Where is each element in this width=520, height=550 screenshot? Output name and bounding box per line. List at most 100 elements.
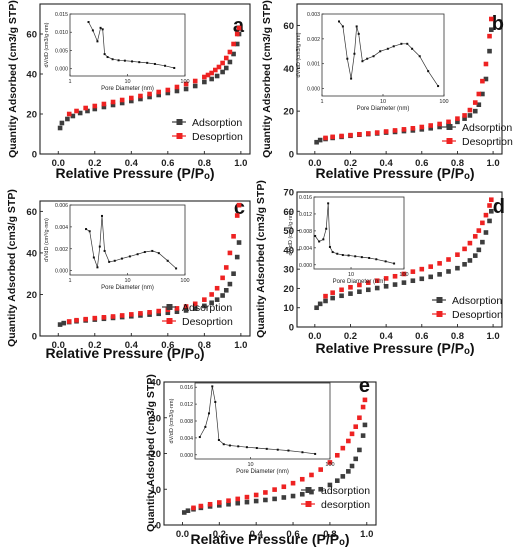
data-point-adsorption: [174, 309, 180, 314]
data-point-adsorption: [110, 102, 116, 108]
panel-letter: b: [492, 13, 504, 35]
data-point-adsorption: [467, 113, 473, 118]
x-tick-label: 0.0: [52, 340, 65, 351]
inset-y-tick-label: 0.002: [307, 37, 320, 43]
data-point-desorption: [299, 476, 305, 482]
x-tick-label: 0.0: [176, 529, 189, 540]
legend-label: Desoprtion: [182, 316, 233, 328]
data-point-desorption: [101, 101, 107, 107]
inset-x-tick-label: 100: [325, 462, 334, 468]
data-point-adsorption: [227, 281, 233, 287]
data-point-desorption: [467, 107, 473, 113]
y-tick-label: 60: [283, 21, 294, 32]
x-tick-label: 0.4: [125, 340, 139, 351]
data-point-desorption: [401, 271, 407, 277]
inset-point: [113, 259, 116, 262]
data-point-desorption: [207, 501, 213, 507]
panel-letter: d: [493, 196, 505, 218]
data-point-adsorption: [209, 300, 214, 306]
data-point-desorption: [66, 111, 72, 117]
inset-y-tick-label: 0.016: [299, 195, 312, 201]
data-point-adsorption: [138, 96, 143, 102]
data-point-adsorption: [231, 51, 236, 57]
data-point-adsorption: [223, 65, 229, 71]
y-tick-label: 20: [150, 449, 161, 460]
inset-point: [211, 385, 214, 388]
y-axis-label: Quantity Adsorbed (cm3/g STP): [255, 180, 267, 338]
inset-x-axis-label: Pore Diameter (nm): [101, 285, 154, 291]
inset-point: [88, 230, 91, 233]
chart-panel-b: 0.0 0.2 0.4 0.6 0.8 1.0 0 20 40 60 Relative Pressu…: [261, 0, 513, 181]
inset-point: [92, 256, 95, 259]
data-point-desorption: [410, 125, 416, 131]
data-point-adsorption: [272, 496, 277, 502]
y-tick-label: 0: [289, 150, 294, 161]
data-point-desorption: [110, 314, 116, 319]
legend-label: adsorption: [321, 485, 370, 497]
inset-x-tick-label: 1: [68, 79, 71, 85]
data-point-adsorption: [223, 288, 229, 293]
inset-point: [108, 260, 111, 263]
y-tick-label: 0: [32, 150, 37, 161]
data-point-desorption: [191, 505, 196, 511]
data-point-adsorption: [214, 297, 220, 302]
data-point-desorption: [119, 313, 125, 318]
data-point-adsorption: [220, 69, 225, 75]
data-point-desorption: [419, 266, 425, 272]
data-point-adsorption: [467, 258, 473, 263]
inset-point: [331, 251, 334, 254]
x-tick-label: 0.0: [308, 331, 321, 342]
inset-point: [245, 446, 248, 449]
data-point-adsorption: [314, 305, 319, 311]
data-point-desorption: [192, 301, 198, 307]
x-axis-label: Relative Pressure (P/Pₒ): [315, 340, 474, 356]
inset-point: [120, 257, 123, 260]
data-point-desorption: [198, 503, 204, 509]
data-point-adsorption: [428, 125, 433, 131]
data-point-desorption: [92, 103, 98, 109]
inset-point: [384, 260, 387, 263]
plot-frame: [39, 3, 251, 155]
data-point-adsorption: [339, 293, 344, 299]
inset-point: [346, 57, 349, 60]
data-point-adsorption: [476, 247, 482, 253]
data-point-adsorption: [472, 253, 478, 258]
data-point-adsorption: [455, 265, 460, 271]
legend-marker: [446, 124, 453, 130]
data-point-desorption: [339, 287, 344, 293]
data-point-desorption: [334, 452, 340, 458]
data-point-adsorption: [419, 127, 425, 132]
inset-x-tick-label: 1: [320, 99, 323, 105]
data-point-desorption: [392, 273, 398, 279]
x-tick-label: 0.8: [198, 158, 211, 169]
inset-y-tick-label: 0.000: [55, 269, 68, 275]
data-point-adsorption: [70, 113, 76, 119]
x-tick-label: 0.2: [213, 529, 226, 540]
inset-y-tick-label: 0.004: [55, 225, 68, 231]
data-point-desorption: [353, 424, 359, 429]
data-point-adsorption: [366, 287, 371, 293]
data-point-adsorption: [437, 272, 442, 277]
data-point-desorption: [183, 81, 189, 87]
inset-point: [237, 445, 240, 448]
data-point-desorption: [318, 467, 323, 472]
data-point-adsorption: [340, 474, 346, 479]
data-point-desorption: [455, 116, 460, 121]
chart-panel-e: 0.0 0.2 0.4 0.6 0.8 1.0 0 10 20 30 40 Relative Pres…: [145, 374, 377, 547]
data-point-adsorption: [357, 447, 362, 453]
x-tick-label: 0.4: [250, 529, 264, 540]
data-point-adsorption: [77, 110, 83, 116]
inset-point: [103, 53, 106, 56]
data-point-adsorption: [317, 137, 323, 143]
inset-y-tick-label: 0.008: [299, 229, 312, 235]
data-point-adsorption: [281, 495, 287, 500]
data-point-adsorption: [181, 510, 187, 515]
inset-point: [314, 234, 317, 237]
data-point-desorption: [66, 319, 72, 324]
data-point-desorption: [366, 131, 371, 136]
inset-point: [427, 70, 430, 73]
legend-marker: [436, 297, 443, 303]
inset-frame: [321, 13, 445, 97]
inset-x-axis-label: Pore Diameter (nm): [101, 86, 154, 92]
data-point-adsorption: [487, 48, 492, 54]
